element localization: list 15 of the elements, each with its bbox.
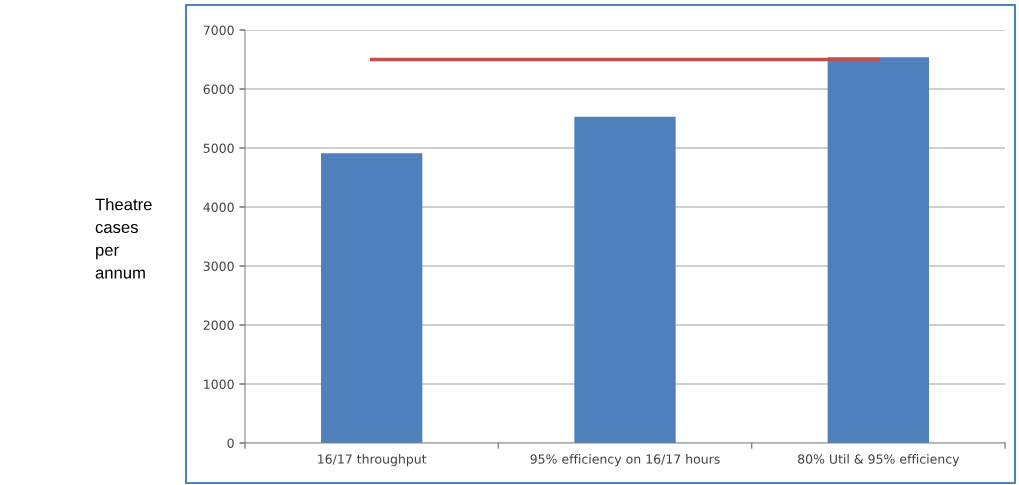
x-tick-label: 16/17 throughput <box>318 454 427 467</box>
bar <box>827 57 929 443</box>
bar <box>321 153 423 443</box>
y-tick-label: 6000 <box>203 84 234 94</box>
y-tick-label: 4000 <box>203 202 234 212</box>
x-tick-label: 80% Util & 95% efficiency <box>797 454 960 467</box>
y-axis-title: Theatre cases per annum <box>95 198 152 279</box>
y-tick-label: 5000 <box>203 143 234 153</box>
y-tick-label: 3000 <box>203 261 234 271</box>
y-tick-label: 2000 <box>203 320 234 330</box>
bar <box>574 116 676 443</box>
y-tick-label: 7000 <box>203 25 234 35</box>
y-tick-label: 0 <box>227 438 234 448</box>
y-tick-label: 1000 <box>204 379 234 389</box>
x-tick-label: 95% efficiency on 16/17 hours <box>530 454 720 467</box>
